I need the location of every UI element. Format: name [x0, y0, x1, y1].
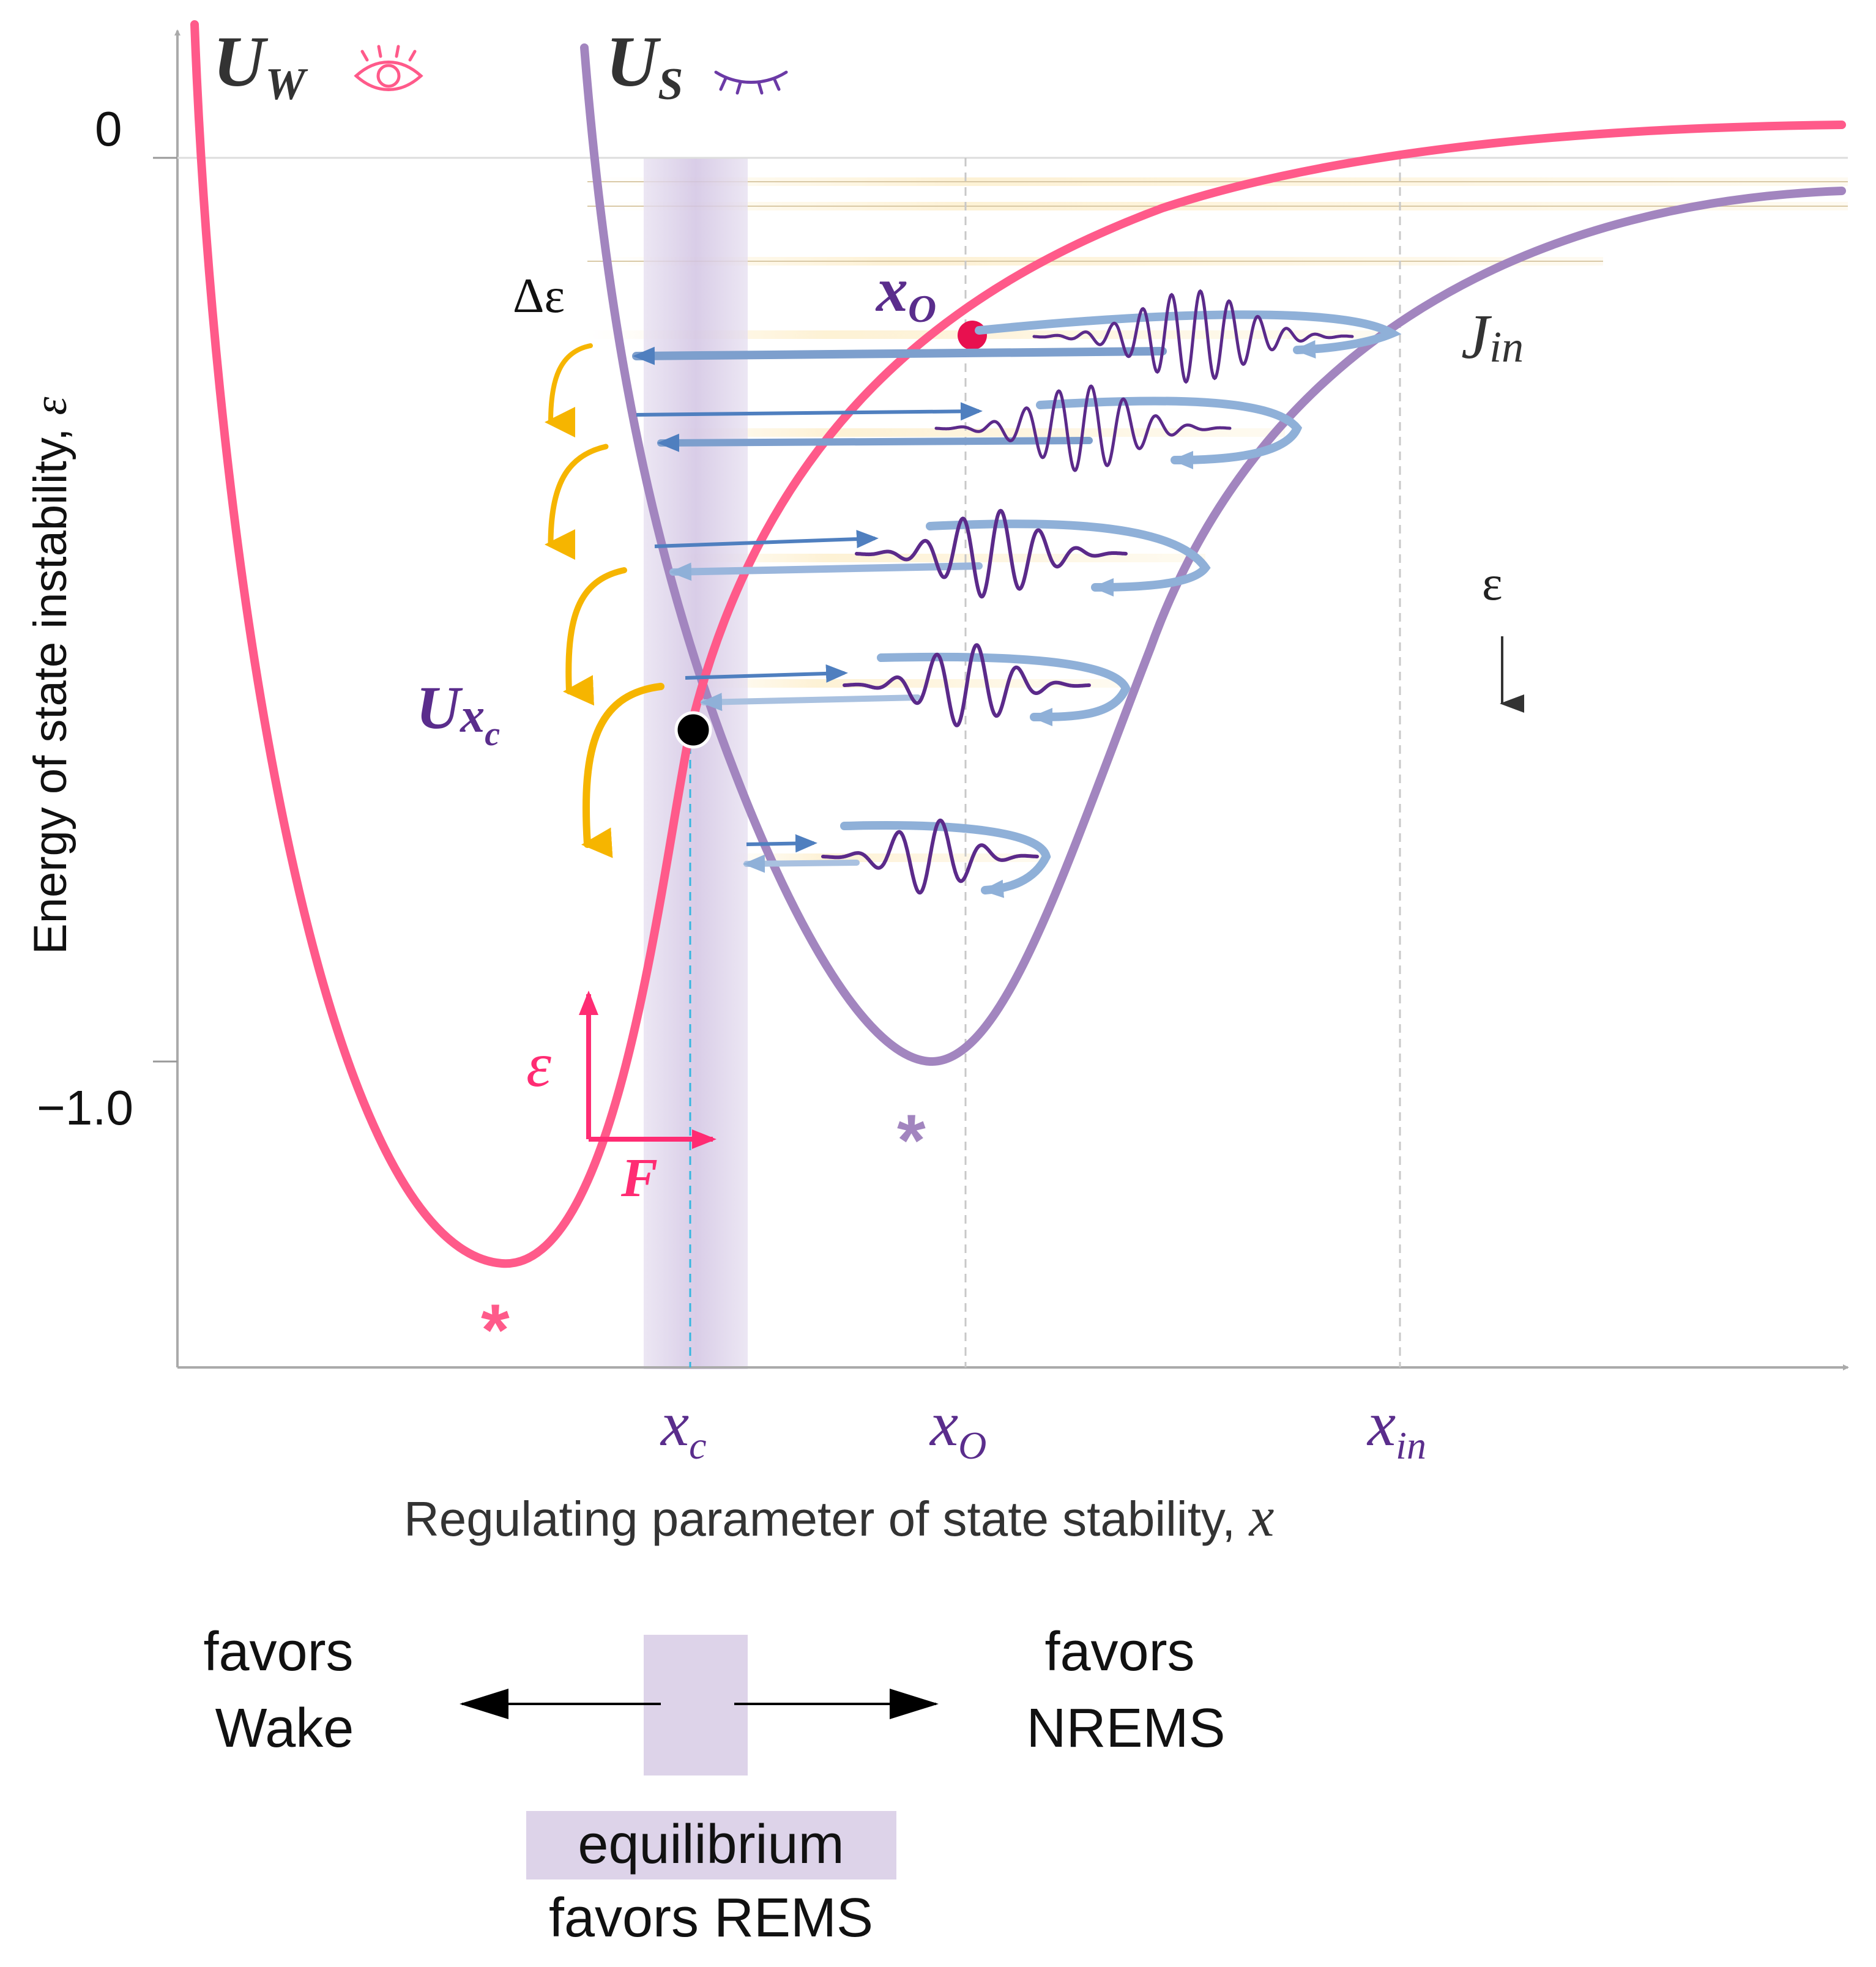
legend-equilibrium: equilibrium [578, 1814, 844, 1875]
xo-point-label: xO [875, 255, 936, 330]
wave-packet-5 [821, 818, 1039, 895]
uw-curve [190, 20, 1846, 1268]
oscillation-loops [632, 310, 1402, 898]
uxc-label: Uxc [416, 674, 500, 753]
legend-wake-line1: favors [203, 1621, 353, 1683]
y-tick-minus1: −1.0 [37, 1080, 133, 1135]
x-tick-xin: xin [1366, 1389, 1426, 1467]
equilibrium-label-box [526, 1811, 896, 1880]
uw-minimum-star: * [481, 1289, 510, 1371]
energy-drop-arrows [545, 343, 664, 858]
wave-packets [821, 289, 1354, 895]
legend-rems: favors REMS [549, 1887, 873, 1949]
epsilon-direction-label: ε [1482, 557, 1503, 611]
axes [153, 29, 1849, 1370]
us-minimum-star: * [897, 1099, 926, 1181]
us-label: US [606, 21, 683, 110]
wave-packet-2 [934, 384, 1232, 472]
jin-label: Jin [1461, 302, 1524, 372]
wave-packet-4 [843, 643, 1091, 727]
wave-packet-3 [855, 508, 1128, 599]
eye-open-icon [354, 45, 423, 91]
xo-point [958, 321, 987, 350]
legend-nrems-line2: NREMS [1026, 1698, 1225, 1759]
uw-label: UW [213, 21, 308, 110]
delta-epsilon-label: Δε [513, 269, 565, 323]
y-axis-title: Energy of state instability, ε [24, 397, 76, 954]
y-tick-0: 0 [95, 102, 122, 156]
vector-f-label: F [620, 1148, 658, 1208]
legend-nrems-line1: favors [1044, 1621, 1194, 1683]
legend-band [644, 1635, 748, 1776]
legend-wake-line2: Wake [215, 1698, 354, 1759]
wave-packet-1 [1032, 289, 1354, 384]
x-axis-title: Regulating parameter of state stability,… [404, 1485, 1274, 1548]
eye-closed-icon [714, 70, 788, 95]
vector-epsilon-label: ε [526, 1030, 551, 1100]
crossing-point [674, 711, 712, 749]
force-vectors [579, 991, 717, 1149]
x-tick-xo: xO [929, 1389, 986, 1467]
x-tick-xc: xc [660, 1389, 707, 1467]
